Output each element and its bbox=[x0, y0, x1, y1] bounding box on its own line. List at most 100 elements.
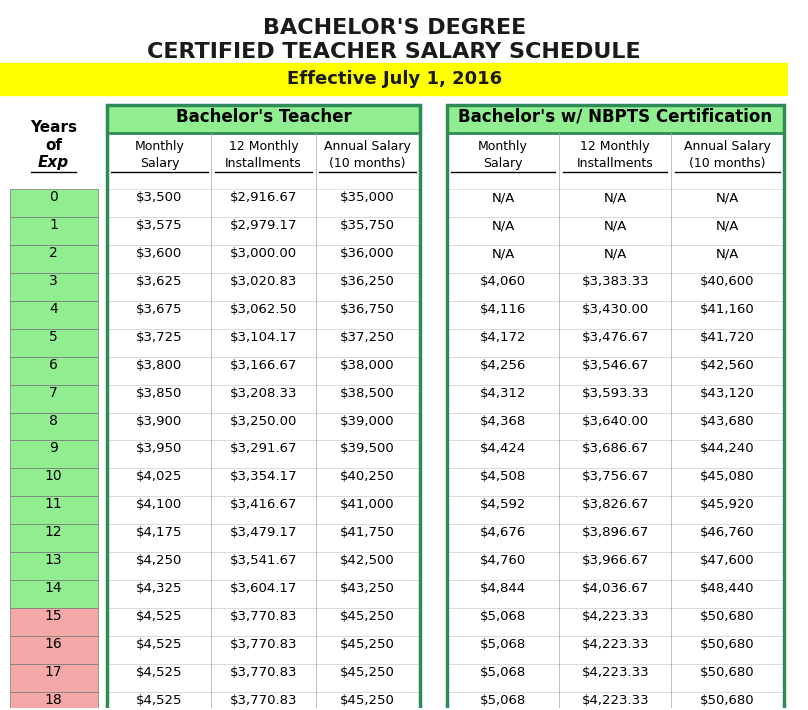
Bar bbox=[107, 496, 419, 524]
Text: 17: 17 bbox=[45, 665, 62, 679]
Text: $38,500: $38,500 bbox=[340, 387, 395, 400]
Text: $47,600: $47,600 bbox=[701, 554, 755, 567]
Text: 12: 12 bbox=[45, 525, 62, 539]
Text: $4,223.33: $4,223.33 bbox=[582, 610, 649, 623]
Bar bbox=[10, 301, 98, 329]
Bar bbox=[107, 301, 419, 329]
Text: Years: Years bbox=[30, 119, 78, 135]
Text: $4,036.67: $4,036.67 bbox=[582, 582, 649, 595]
Text: $4,172: $4,172 bbox=[480, 331, 526, 344]
Text: $38,000: $38,000 bbox=[340, 359, 395, 372]
Bar bbox=[10, 273, 98, 301]
Bar bbox=[107, 440, 419, 469]
Text: $41,750: $41,750 bbox=[340, 526, 395, 539]
Text: $50,680: $50,680 bbox=[701, 666, 755, 679]
Text: $5,068: $5,068 bbox=[480, 666, 526, 679]
Text: 4: 4 bbox=[49, 302, 58, 316]
Text: N/A: N/A bbox=[491, 191, 515, 204]
Bar bbox=[10, 524, 98, 552]
Text: $50,680: $50,680 bbox=[701, 638, 755, 651]
Bar bbox=[107, 356, 419, 385]
Text: 10: 10 bbox=[45, 469, 62, 484]
Text: 12 Monthly
Installments: 12 Monthly Installments bbox=[225, 140, 302, 170]
Text: $4,676: $4,676 bbox=[480, 526, 526, 539]
Text: $41,720: $41,720 bbox=[700, 331, 755, 344]
Bar bbox=[107, 104, 419, 710]
Bar bbox=[107, 273, 419, 301]
Text: 11: 11 bbox=[44, 497, 62, 511]
Text: $3,826.67: $3,826.67 bbox=[582, 498, 649, 511]
Text: $4,223.33: $4,223.33 bbox=[582, 638, 649, 651]
Text: $4,525: $4,525 bbox=[136, 610, 183, 623]
Text: $5,068: $5,068 bbox=[480, 610, 526, 623]
Bar bbox=[107, 413, 419, 440]
Text: $36,250: $36,250 bbox=[340, 275, 395, 288]
Text: $3,166.67: $3,166.67 bbox=[229, 359, 297, 372]
Text: 2: 2 bbox=[49, 246, 58, 260]
Text: Effective July 1, 2016: Effective July 1, 2016 bbox=[287, 70, 502, 88]
Text: Bachelor's w/ NBPTS Certification: Bachelor's w/ NBPTS Certification bbox=[458, 108, 772, 126]
Bar bbox=[107, 608, 419, 635]
Text: $4,100: $4,100 bbox=[137, 498, 183, 511]
Text: 15: 15 bbox=[45, 609, 62, 623]
Text: $3,208.33: $3,208.33 bbox=[229, 387, 297, 400]
Bar bbox=[107, 190, 419, 217]
Text: 14: 14 bbox=[45, 581, 62, 595]
Text: $3,430.00: $3,430.00 bbox=[582, 303, 649, 316]
Text: $3,770.83: $3,770.83 bbox=[229, 610, 297, 623]
Text: $3,062.50: $3,062.50 bbox=[229, 303, 297, 316]
Bar bbox=[107, 385, 419, 413]
Bar bbox=[447, 385, 784, 413]
Text: 9: 9 bbox=[49, 442, 58, 456]
Bar bbox=[447, 245, 784, 273]
Bar bbox=[107, 580, 419, 608]
Text: 12 Monthly
Installments: 12 Monthly Installments bbox=[577, 140, 654, 170]
Text: $4,368: $4,368 bbox=[480, 415, 526, 427]
Text: $3,479.17: $3,479.17 bbox=[229, 526, 297, 539]
Bar bbox=[447, 608, 784, 635]
Text: $5,068: $5,068 bbox=[480, 694, 526, 706]
Text: $3,476.67: $3,476.67 bbox=[582, 331, 649, 344]
Text: $43,120: $43,120 bbox=[700, 387, 755, 400]
Text: $4,175: $4,175 bbox=[136, 526, 183, 539]
Bar bbox=[10, 413, 98, 440]
Text: 8: 8 bbox=[49, 413, 58, 427]
Text: N/A: N/A bbox=[604, 191, 627, 204]
Text: Annual Salary
(10 months): Annual Salary (10 months) bbox=[324, 140, 411, 170]
Text: $45,250: $45,250 bbox=[340, 694, 395, 706]
Bar bbox=[10, 385, 98, 413]
Text: N/A: N/A bbox=[491, 219, 515, 232]
Text: $45,080: $45,080 bbox=[701, 470, 755, 484]
Bar bbox=[10, 635, 98, 664]
Bar bbox=[107, 245, 419, 273]
Text: $43,250: $43,250 bbox=[340, 582, 395, 595]
Text: $4,592: $4,592 bbox=[480, 498, 526, 511]
Text: $3,625: $3,625 bbox=[136, 275, 183, 288]
Text: $3,900: $3,900 bbox=[137, 415, 183, 427]
Bar bbox=[10, 245, 98, 273]
Text: $41,000: $41,000 bbox=[340, 498, 395, 511]
Text: N/A: N/A bbox=[604, 247, 627, 260]
Bar bbox=[10, 329, 98, 356]
Text: $4,525: $4,525 bbox=[136, 666, 183, 679]
Text: $3,604.17: $3,604.17 bbox=[229, 582, 297, 595]
Bar bbox=[10, 190, 98, 217]
Text: 1: 1 bbox=[49, 218, 58, 232]
Text: Exp: Exp bbox=[38, 155, 69, 170]
Bar bbox=[10, 440, 98, 469]
Text: $46,760: $46,760 bbox=[701, 526, 755, 539]
Text: $45,250: $45,250 bbox=[340, 638, 395, 651]
Text: of: of bbox=[45, 138, 62, 153]
Text: 6: 6 bbox=[49, 358, 58, 372]
Bar bbox=[10, 469, 98, 496]
Text: 3: 3 bbox=[49, 274, 58, 288]
Bar bbox=[107, 692, 419, 710]
Text: $3,756.67: $3,756.67 bbox=[582, 470, 649, 484]
Text: N/A: N/A bbox=[491, 247, 515, 260]
Text: $4,525: $4,525 bbox=[136, 638, 183, 651]
Text: $3,640.00: $3,640.00 bbox=[582, 415, 649, 427]
Bar bbox=[447, 273, 784, 301]
Text: $3,354.17: $3,354.17 bbox=[229, 470, 297, 484]
Bar bbox=[447, 524, 784, 552]
Bar bbox=[107, 635, 419, 664]
